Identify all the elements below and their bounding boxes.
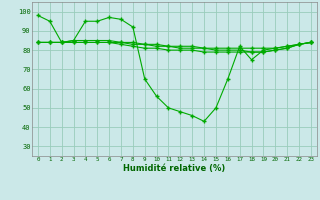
X-axis label: Humidité relative (%): Humidité relative (%) <box>123 164 226 173</box>
